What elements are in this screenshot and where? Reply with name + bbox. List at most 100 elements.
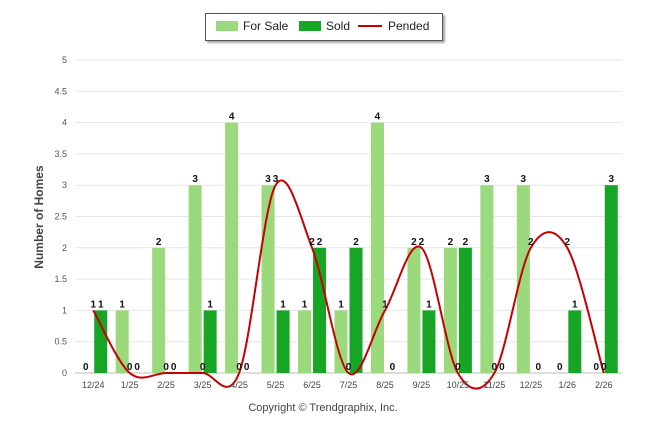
x-tick-label: 7/25 bbox=[340, 380, 358, 390]
data-label: 0 bbox=[200, 362, 206, 373]
data-label: 0 bbox=[346, 362, 352, 373]
data-label: 3 bbox=[608, 174, 614, 185]
x-tick-label: 8/25 bbox=[376, 380, 394, 390]
for-sale-bar bbox=[370, 122, 384, 373]
pended-series-line bbox=[92, 179, 605, 390]
data-label: 2 bbox=[353, 237, 359, 248]
data-label: 0 bbox=[601, 362, 607, 373]
legend-sold: Sold bbox=[299, 19, 350, 33]
y-tick-label: 5 bbox=[62, 55, 67, 65]
x-tick-label: 4/25 bbox=[230, 380, 248, 390]
y-tick-label: 4.5 bbox=[54, 86, 67, 96]
sold-bar bbox=[313, 247, 327, 373]
legend-pended: Pended bbox=[358, 19, 429, 33]
legend-for-sale-swatch bbox=[216, 21, 238, 31]
data-label: 4 bbox=[229, 112, 235, 123]
bars bbox=[94, 122, 618, 373]
for-sale-bar bbox=[334, 310, 348, 373]
data-label: 1 bbox=[90, 299, 96, 310]
x-tick-label: 12/25 bbox=[520, 380, 543, 390]
data-label: 3 bbox=[521, 174, 527, 185]
sold-bar bbox=[349, 247, 363, 373]
data-label: 1 bbox=[382, 299, 388, 310]
data-label: 0 bbox=[455, 362, 461, 373]
x-tick-label: 10/25 bbox=[447, 380, 470, 390]
data-label: 0 bbox=[127, 362, 133, 373]
data-label: 2 bbox=[411, 237, 417, 248]
data-label: 0 bbox=[236, 362, 242, 373]
data-label: 0 bbox=[499, 362, 505, 373]
sold-bar bbox=[568, 310, 582, 373]
legend-sold-label: Sold bbox=[326, 19, 351, 33]
for-sale-bar bbox=[152, 247, 166, 373]
sold-bar bbox=[604, 185, 618, 373]
data-label: 0 bbox=[390, 362, 396, 373]
data-label: 2 bbox=[528, 237, 534, 248]
x-tick-label: 1/26 bbox=[559, 380, 577, 390]
data-label: 3 bbox=[273, 174, 279, 185]
sold-bar bbox=[94, 310, 108, 373]
data-label: 2 bbox=[419, 237, 425, 248]
data-label: 1 bbox=[280, 299, 286, 310]
x-tick-label: 2/25 bbox=[157, 380, 175, 390]
for-sale-bar bbox=[407, 247, 421, 373]
x-tick-label: 6/25 bbox=[303, 380, 321, 390]
copyright-footer: Copyright © Trendgraphix, Inc. bbox=[248, 402, 398, 414]
data-label: 3 bbox=[192, 174, 198, 185]
data-label: 0 bbox=[171, 362, 177, 373]
data-label: 1 bbox=[119, 299, 125, 310]
x-tick-label: 11/25 bbox=[483, 380, 505, 390]
data-label: 0 bbox=[244, 362, 250, 373]
data-label: 1 bbox=[98, 299, 104, 310]
y-tick-label: 1 bbox=[62, 305, 67, 315]
y-axis-ticks: 0 0.5 1 1.5 2 2.5 3 3.5 4 4.5 5 bbox=[54, 55, 67, 378]
sold-bar bbox=[203, 310, 217, 373]
data-label: 2 bbox=[309, 237, 315, 248]
legend: For Sale Sold Pended bbox=[205, 13, 443, 41]
y-tick-label: 2 bbox=[62, 243, 67, 253]
data-label: 3 bbox=[265, 174, 271, 185]
y-tick-label: 2.5 bbox=[54, 212, 67, 222]
data-label: 0 bbox=[557, 362, 563, 373]
data-label: 3 bbox=[484, 174, 490, 185]
legend-sold-swatch bbox=[299, 21, 321, 31]
data-label: 0 bbox=[492, 362, 498, 373]
x-tick-label: 3/25 bbox=[194, 380, 212, 390]
data-label: 1 bbox=[426, 299, 432, 310]
y-axis-title: Number of Homes bbox=[32, 165, 46, 269]
data-label: 2 bbox=[448, 237, 454, 248]
data-label: 1 bbox=[572, 299, 578, 310]
legend-for-sale: For Sale bbox=[216, 19, 288, 33]
sold-bar bbox=[422, 310, 436, 373]
x-tick-label: 5/25 bbox=[267, 380, 285, 390]
legend-pended-label: Pended bbox=[388, 19, 430, 33]
y-tick-label: 3.5 bbox=[54, 149, 67, 159]
for-sale-bar bbox=[516, 185, 530, 373]
data-label: 0 bbox=[163, 362, 169, 373]
data-label: 0 bbox=[83, 362, 89, 373]
y-tick-label: 0.5 bbox=[54, 337, 67, 347]
data-label: 2 bbox=[156, 237, 162, 248]
legend-pended-line bbox=[358, 25, 382, 27]
sold-bar bbox=[458, 247, 472, 373]
x-tick-label: 2/26 bbox=[595, 380, 613, 390]
data-label: 1 bbox=[338, 299, 344, 310]
x-tick-label: 12/24 bbox=[82, 380, 105, 390]
for-sale-bar bbox=[188, 185, 202, 373]
data-label: 2 bbox=[565, 237, 571, 248]
for-sale-bar bbox=[480, 185, 494, 373]
x-tick-label: 1/25 bbox=[121, 380, 139, 390]
data-label: 1 bbox=[302, 299, 308, 310]
y-tick-label: 3 bbox=[62, 180, 67, 190]
data-label: 1 bbox=[207, 299, 213, 310]
pended-line bbox=[92, 179, 605, 390]
gridlines bbox=[75, 59, 622, 374]
legend-for-sale-label: For Sale bbox=[243, 19, 289, 33]
for-sale-bar bbox=[298, 310, 312, 373]
data-label: 2 bbox=[317, 237, 323, 248]
data-label: 0 bbox=[134, 362, 140, 373]
x-tick-label: 9/25 bbox=[413, 380, 431, 390]
y-tick-label: 0 bbox=[62, 368, 67, 378]
